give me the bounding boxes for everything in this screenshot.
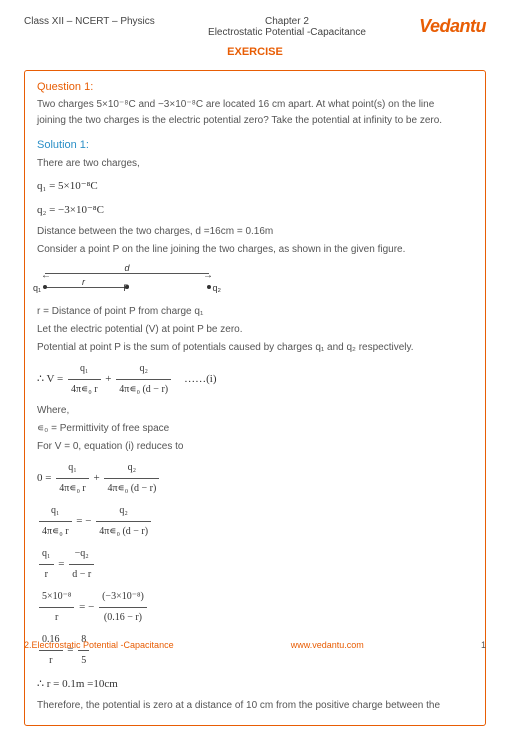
solution-heading: Solution 1: bbox=[37, 139, 473, 151]
header-class: Class XII – NCERT – Physics bbox=[24, 16, 155, 27]
solution-line: Distance between the two charges, d =16c… bbox=[37, 223, 473, 241]
content-box: Question 1: Two charges 5×10⁻⁸C and −3×1… bbox=[24, 70, 486, 726]
solution-line: Potential at point P is the sum of poten… bbox=[37, 339, 473, 357]
question-text: Two charges 5×10⁻⁸C and −3×10⁻⁸C are loc… bbox=[37, 97, 473, 129]
header-title-block: Chapter 2 Electrostatic Potential -Capac… bbox=[155, 16, 419, 38]
page-header: Class XII – NCERT – Physics Chapter 2 El… bbox=[24, 16, 486, 38]
solution-line: There are two charges, bbox=[37, 155, 473, 173]
footer-page-number: 1 bbox=[481, 640, 486, 650]
solution-line: Where, bbox=[37, 402, 473, 420]
brand-logo: Vedantu bbox=[419, 16, 486, 37]
solution-result: ∴ r = 0.1m =10cm bbox=[37, 673, 473, 695]
equation-reduce1: q₁4π∊₀ r = − q₂4π∊₀ (d − r) bbox=[37, 501, 473, 542]
solution-line: ∊₀ = Permittivity of free space bbox=[37, 420, 473, 438]
solution-line: For V = 0, equation (i) reduces to bbox=[37, 438, 473, 456]
equation-potential: ∴ V = q₁4π∊₀ r + q₂4π∊₀ (d − r) ……(i) bbox=[37, 359, 473, 400]
footer-url: www.vedantu.com bbox=[291, 640, 364, 650]
question-heading: Question 1: bbox=[37, 81, 473, 93]
equation-ratio: 0.16r = 85 bbox=[37, 630, 473, 671]
solution-conclusion: Therefore, the potential is zero at a di… bbox=[37, 697, 473, 715]
chapter-title: Electrostatic Potential -Capacitance bbox=[155, 27, 419, 38]
solution-line: q₂ = −3×10⁻⁸C bbox=[37, 199, 473, 221]
exercise-label: EXERCISE bbox=[24, 46, 486, 58]
chapter-number: Chapter 2 bbox=[155, 16, 419, 27]
solution-line: Let the electric potential (V) at point … bbox=[37, 321, 473, 339]
footer-chapter: 2.Electrostatic Potential -Capacitance bbox=[24, 640, 174, 650]
charge-diagram: ← → d r q₁ P q₂ bbox=[37, 265, 217, 297]
page-footer: 2.Electrostatic Potential -Capacitance w… bbox=[24, 640, 486, 650]
equation-reduce2: q₁r = −q₂d − r bbox=[37, 544, 473, 585]
solution-line: q₁ = 5×10⁻⁸C bbox=[37, 175, 473, 197]
solution-line: Consider a point P on the line joining t… bbox=[37, 241, 473, 259]
solution-line: r = Distance of point P from charge q₁ bbox=[37, 303, 473, 321]
equation-substitute: 5×10⁻⁸r = − (−3×10⁻⁸)(0.16 − r) bbox=[37, 587, 473, 628]
equation-zero: 0 = q₁4π∊₀ r + q₂4π∊₀ (d − r) bbox=[37, 458, 473, 499]
